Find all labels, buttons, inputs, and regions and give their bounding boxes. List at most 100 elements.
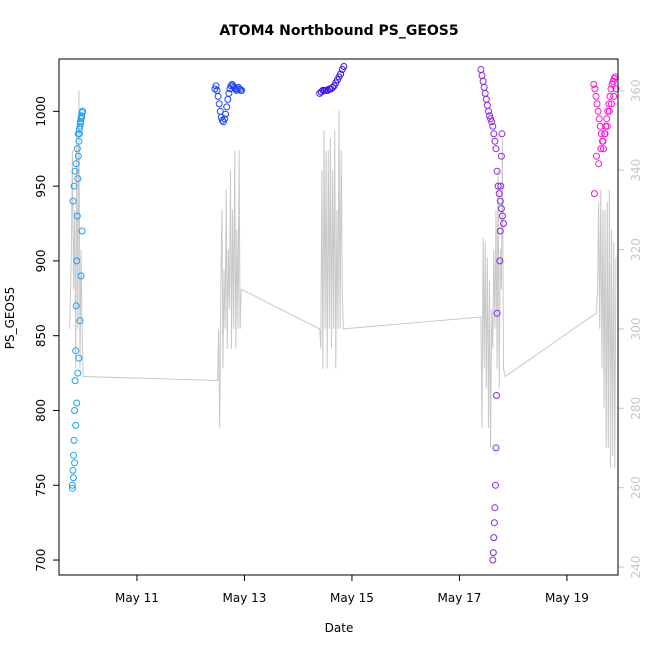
data-point	[74, 369, 82, 377]
data-point	[68, 481, 76, 489]
data-point	[490, 534, 498, 542]
y-axis-label: PS_GEOS5	[3, 287, 17, 349]
data-point	[595, 160, 603, 168]
data-point	[500, 220, 507, 227]
data-point	[496, 197, 504, 205]
data-point	[340, 63, 348, 70]
data-point	[221, 115, 229, 123]
data-point	[493, 309, 501, 317]
data-point	[496, 257, 504, 265]
data-point	[609, 77, 617, 85]
y-tick-label: 800	[34, 399, 48, 422]
data-point	[601, 130, 609, 138]
data-point	[73, 257, 81, 265]
data-point	[73, 399, 81, 407]
altitude-line-layer	[69, 90, 617, 468]
data-point	[317, 88, 325, 96]
data-point	[75, 354, 83, 362]
data-point	[498, 212, 506, 220]
data-point	[215, 100, 223, 108]
y2-tick-label: 300	[629, 317, 643, 340]
data-point	[488, 118, 496, 126]
y2-tick-label: 280	[629, 397, 643, 420]
chart-title: ATOM4 Northbound PS_GEOS5	[219, 23, 458, 39]
data-point	[599, 137, 607, 145]
data-point	[496, 227, 504, 235]
data-point	[74, 175, 82, 183]
data-point	[75, 137, 83, 145]
data-point	[73, 145, 81, 153]
data-point	[73, 212, 81, 220]
y-axis-left: 700 750 800 850 900 950 1000	[34, 96, 59, 571]
data-point	[591, 85, 599, 93]
data-point	[233, 85, 241, 93]
data-point	[482, 95, 490, 103]
data-point	[497, 205, 505, 213]
y2-tick-label: 240	[629, 556, 643, 579]
data-point	[220, 118, 227, 126]
x-tick-label: May 17	[437, 591, 481, 605]
data-point	[212, 82, 220, 90]
data-point	[610, 92, 618, 100]
data-point	[596, 122, 604, 130]
data-point	[592, 92, 600, 100]
data-point	[480, 83, 488, 91]
data-point	[486, 112, 493, 120]
data-point	[224, 95, 232, 103]
data-point	[491, 137, 499, 145]
data-point	[493, 167, 501, 175]
data-point	[489, 556, 497, 564]
y2-tick-label: 320	[629, 238, 643, 261]
data-point	[71, 459, 79, 467]
data-point	[211, 85, 219, 93]
data-point	[70, 474, 77, 482]
data-point	[489, 122, 497, 130]
data-point	[77, 272, 85, 280]
data-point	[238, 86, 246, 94]
altitude-line	[69, 90, 617, 468]
data-point	[595, 115, 603, 123]
data-point	[497, 152, 505, 160]
data-point	[590, 80, 598, 88]
data-point	[225, 89, 233, 97]
y-tick-label: 900	[34, 249, 48, 272]
data-point	[492, 481, 499, 489]
data-point	[493, 392, 500, 399]
data-point	[76, 317, 84, 325]
data-point	[490, 130, 498, 138]
data-point	[222, 110, 230, 118]
data-point	[593, 152, 600, 160]
data-point	[72, 421, 80, 429]
data-point	[610, 74, 618, 82]
data-point	[487, 115, 495, 123]
data-point	[600, 145, 607, 153]
data-point	[71, 377, 79, 385]
data-point	[597, 145, 605, 153]
y-tick-label: 750	[34, 474, 48, 497]
data-point	[479, 77, 487, 85]
data-point	[69, 197, 77, 205]
data-point	[236, 85, 244, 93]
data-point	[485, 107, 492, 115]
x-tick-label: May 11	[115, 591, 159, 605]
y-tick-label: 850	[34, 324, 48, 347]
x-tick-label: May 13	[222, 591, 266, 605]
data-point	[494, 182, 502, 190]
data-point	[593, 100, 601, 108]
data-point	[489, 549, 497, 557]
data-point	[223, 103, 231, 111]
data-point	[603, 115, 611, 123]
data-point	[590, 190, 598, 198]
data-point	[483, 101, 491, 109]
data-point	[70, 436, 78, 444]
data-point	[72, 347, 80, 355]
data-point	[70, 451, 77, 459]
data-point	[76, 122, 84, 130]
data-point	[68, 484, 76, 492]
data-point	[478, 72, 486, 79]
data-point	[78, 227, 86, 235]
y-tick-label: 1000	[34, 96, 48, 127]
data-point	[70, 182, 78, 190]
y2-tick-label: 360	[629, 79, 643, 102]
data-point	[605, 107, 613, 115]
